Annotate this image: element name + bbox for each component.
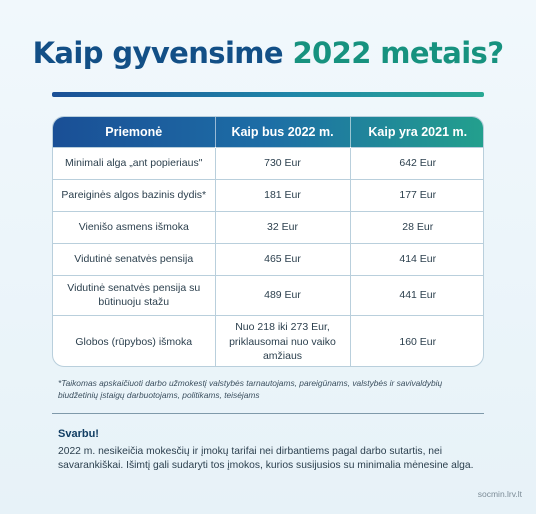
page-title: Kaip gyvensime 2022 metais?	[0, 36, 536, 70]
title-part1: Kaip gyvensime	[32, 36, 284, 70]
measure-cell: Vidutinė senatvės pensija su būtinuoju s…	[53, 274, 216, 315]
value-2021-cell: 28 Eur	[350, 210, 483, 243]
value-2022-cell: Nuo 218 iki 273 Eur, priklausomai nuo va…	[215, 314, 351, 366]
measure-cell: Minimali alga „ant popieriaus"	[53, 146, 216, 179]
value-2021-cell: 160 Eur	[350, 314, 483, 366]
measure-cell: Vienišo asmens išmoka	[53, 210, 216, 243]
important-title: Svarbu!	[58, 428, 99, 440]
measure-cell: Pareiginės algos bazinis dydis*	[53, 178, 216, 211]
table-row: Pareiginės algos bazinis dydis* 181 Eur …	[53, 178, 483, 211]
table-row: Vienišo asmens išmoka 32 Eur 28 Eur	[53, 210, 483, 243]
header-2022: Kaip bus 2022 m.	[215, 117, 351, 147]
important-text: 2022 m. nesikeičia mokesčių ir įmokų tar…	[58, 446, 474, 472]
value-2022-cell: 181 Eur	[215, 178, 351, 211]
table-row: Globos (rūpybos) išmoka Nuo 218 iki 273 …	[53, 314, 483, 366]
measure-cell: Vidutinė senatvės pensija	[53, 242, 216, 275]
site-url: socmin.lrv.lt	[477, 489, 522, 499]
value-2021-cell: 414 Eur	[350, 242, 483, 275]
divider	[52, 413, 484, 414]
value-2021-cell: 642 Eur	[350, 146, 483, 179]
footnote: *Taikomas apskaičiuoti darbo užmokestį v…	[58, 378, 443, 401]
comparison-table: Priemonė Kaip bus 2022 m. Kaip yra 2021 …	[52, 116, 484, 367]
value-2022-cell: 489 Eur	[215, 274, 351, 315]
value-2022-cell: 730 Eur	[215, 146, 351, 179]
table-row: Vidutinė senatvės pensija 465 Eur 414 Eu…	[53, 242, 483, 275]
header-2021: Kaip yra 2021 m.	[368, 124, 468, 139]
table-row: Vidutinė senatvės pensija su būtinuoju s…	[53, 274, 483, 315]
title-part2: 2022 metais?	[292, 36, 504, 70]
table-header-row: Priemonė Kaip bus 2022 m. Kaip yra 2021 …	[53, 117, 483, 147]
table-row: Minimali alga „ant popieriaus" 730 Eur 6…	[53, 146, 483, 179]
value-2021-cell: 441 Eur	[350, 274, 483, 315]
value-2022-cell: 32 Eur	[215, 210, 351, 243]
title-underline	[52, 92, 484, 97]
measure-cell: Globos (rūpybos) išmoka	[53, 314, 216, 366]
value-2021-cell: 177 Eur	[350, 178, 483, 211]
header-measure: Priemonė	[53, 117, 216, 147]
value-2022-cell: 465 Eur	[215, 242, 351, 275]
